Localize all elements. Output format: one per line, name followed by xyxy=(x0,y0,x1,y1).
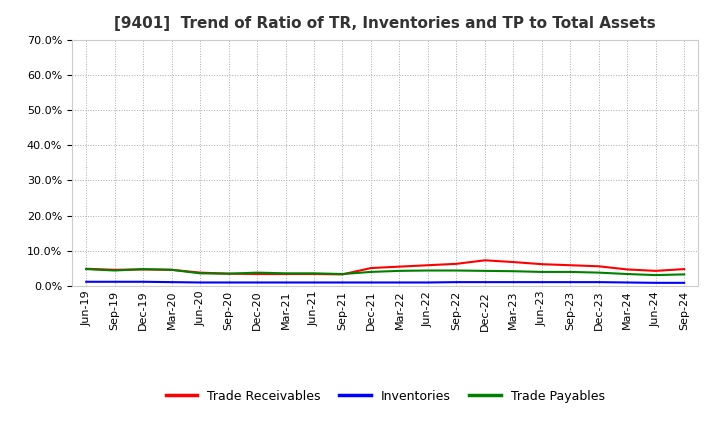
Trade Payables xyxy=(167,267,176,272)
Inventories xyxy=(366,280,375,285)
Inventories xyxy=(680,280,688,286)
Trade Payables xyxy=(652,272,660,278)
Inventories xyxy=(82,279,91,284)
Trade Receivables xyxy=(139,267,148,272)
Trade Receivables xyxy=(253,271,261,277)
Trade Payables xyxy=(395,268,404,274)
Trade Receivables xyxy=(167,267,176,272)
Trade Payables xyxy=(338,271,347,277)
Inventories xyxy=(537,279,546,285)
Trade Receivables xyxy=(338,272,347,277)
Trade Receivables xyxy=(282,271,290,277)
Trade Payables xyxy=(366,269,375,275)
Trade Payables xyxy=(537,269,546,275)
Trade Payables xyxy=(452,268,461,273)
Trade Payables xyxy=(253,270,261,275)
Trade Receivables xyxy=(366,265,375,271)
Trade Receivables xyxy=(509,260,518,265)
Trade Payables xyxy=(623,271,631,277)
Trade Receivables xyxy=(480,258,489,263)
Trade Receivables xyxy=(595,264,603,269)
Inventories xyxy=(167,279,176,285)
Trade Payables xyxy=(595,270,603,275)
Inventories xyxy=(139,279,148,284)
Trade Payables xyxy=(680,272,688,277)
Trade Payables xyxy=(225,271,233,276)
Trade Receivables xyxy=(423,263,432,268)
Inventories xyxy=(623,280,631,285)
Inventories xyxy=(196,280,204,285)
Trade Payables xyxy=(110,268,119,273)
Inventories xyxy=(253,280,261,285)
Trade Receivables xyxy=(225,271,233,276)
Inventories xyxy=(452,279,461,285)
Inventories xyxy=(566,279,575,285)
Trade Receivables xyxy=(110,267,119,272)
Inventories xyxy=(480,279,489,285)
Trade Receivables xyxy=(395,264,404,269)
Trade Receivables xyxy=(82,266,91,271)
Inventories xyxy=(225,280,233,285)
Inventories xyxy=(110,279,119,284)
Inventories xyxy=(395,280,404,285)
Inventories xyxy=(509,279,518,285)
Trade Payables xyxy=(423,268,432,273)
Trade Receivables xyxy=(452,261,461,267)
Trade Receivables xyxy=(196,270,204,275)
Title: [9401]  Trend of Ratio of TR, Inventories and TP to Total Assets: [9401] Trend of Ratio of TR, Inventories… xyxy=(114,16,656,32)
Trade Payables xyxy=(196,271,204,276)
Inventories xyxy=(595,279,603,285)
Legend: Trade Receivables, Inventories, Trade Payables: Trade Receivables, Inventories, Trade Pa… xyxy=(161,385,610,408)
Trade Receivables xyxy=(566,263,575,268)
Trade Payables xyxy=(480,268,489,274)
Trade Payables xyxy=(566,269,575,275)
Line: Inventories: Inventories xyxy=(86,282,684,283)
Inventories xyxy=(282,280,290,285)
Inventories xyxy=(652,280,660,286)
Trade Payables xyxy=(509,268,518,274)
Trade Payables xyxy=(82,267,91,272)
Trade Receivables xyxy=(652,268,660,274)
Inventories xyxy=(423,280,432,285)
Inventories xyxy=(310,280,318,285)
Trade Payables xyxy=(139,267,148,272)
Trade Payables xyxy=(282,271,290,276)
Trade Receivables xyxy=(623,267,631,272)
Trade Receivables xyxy=(680,267,688,272)
Inventories xyxy=(338,280,347,285)
Trade Receivables xyxy=(537,261,546,267)
Trade Payables xyxy=(310,271,318,276)
Line: Trade Payables: Trade Payables xyxy=(86,269,684,275)
Trade Receivables xyxy=(310,271,318,277)
Line: Trade Receivables: Trade Receivables xyxy=(86,260,684,275)
